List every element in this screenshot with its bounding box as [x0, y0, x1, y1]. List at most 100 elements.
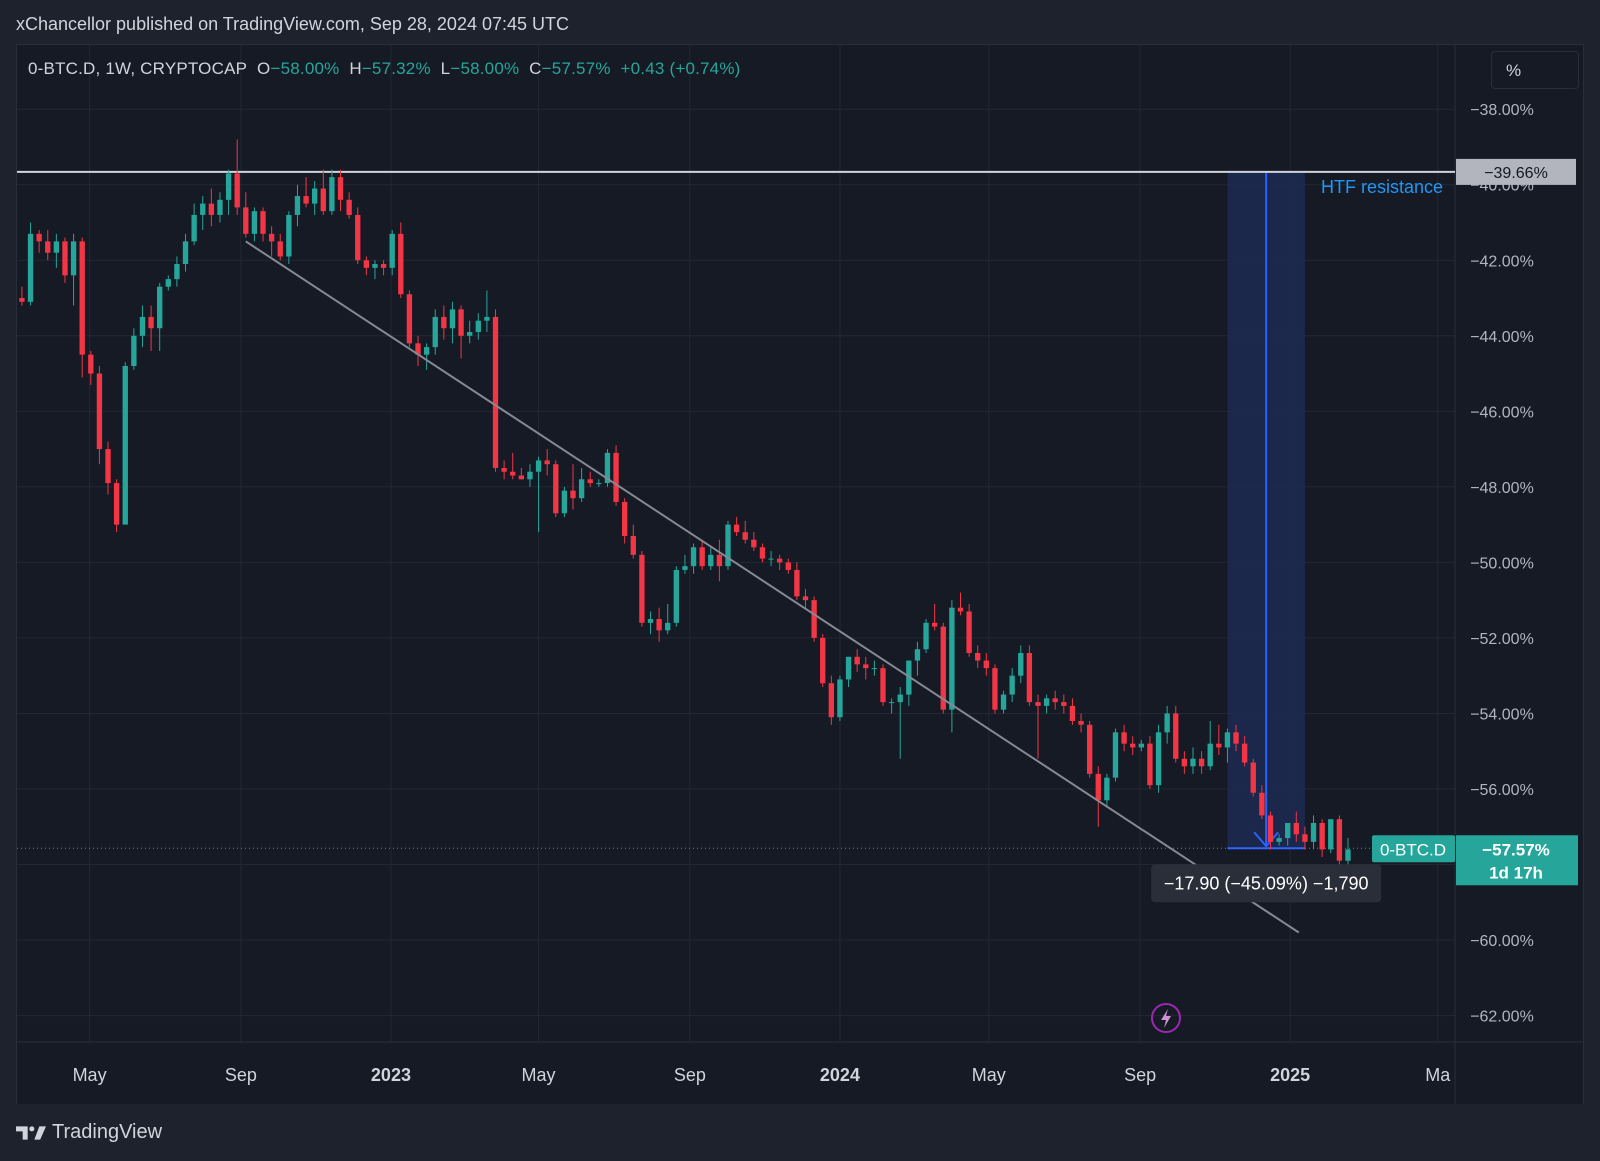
candle — [647, 611, 654, 635]
candle-body — [1018, 653, 1024, 676]
candle-body — [1216, 743, 1222, 748]
legend-open-label: O — [257, 59, 271, 78]
candle-body — [174, 264, 180, 280]
candle — [70, 233, 77, 306]
candle — [217, 192, 223, 223]
candle — [1216, 724, 1222, 755]
candle — [1276, 834, 1282, 846]
candle — [828, 675, 835, 725]
candle — [1285, 822, 1291, 846]
candle — [449, 301, 456, 344]
candle — [88, 350, 94, 385]
candle-body — [776, 558, 783, 563]
candle — [1267, 811, 1274, 850]
candle — [1086, 720, 1093, 778]
candle — [398, 222, 404, 299]
x-tick-label: 2025 — [1270, 1065, 1310, 1085]
candle — [182, 233, 189, 272]
candle — [871, 660, 878, 676]
measure-tooltip-text: −17.90 (−45.09%) −1,790 — [1164, 873, 1369, 893]
candle-body — [1078, 720, 1084, 725]
x-tick-label: Sep — [674, 1065, 706, 1085]
candle — [785, 558, 791, 574]
candle — [380, 260, 387, 276]
candle — [544, 449, 550, 476]
candle-body — [96, 373, 103, 450]
candle-body — [975, 653, 981, 661]
candle-body — [337, 177, 344, 200]
candle — [389, 230, 395, 276]
candle — [923, 619, 929, 654]
candle-body — [1310, 822, 1317, 842]
candle — [673, 566, 680, 627]
candle-body — [510, 471, 516, 476]
descending-trendline — [245, 240, 1300, 934]
candle-body — [1285, 822, 1291, 839]
candle-body — [785, 562, 791, 570]
candle — [260, 207, 266, 242]
candle — [570, 464, 576, 510]
candle-body — [88, 354, 94, 374]
percent-scale-button[interactable]: % — [1491, 51, 1579, 89]
candle-body — [578, 479, 585, 499]
candle-body — [484, 316, 490, 321]
tradingview-footer: TradingView — [16, 1121, 162, 1144]
candle — [113, 479, 120, 533]
candle-body — [131, 335, 137, 367]
y-tick-label: −44.00% — [1470, 329, 1534, 346]
candle — [1078, 713, 1084, 733]
candle — [897, 687, 903, 759]
candle — [363, 256, 370, 276]
candle — [458, 305, 464, 359]
candle-body — [716, 554, 723, 567]
candle — [174, 256, 180, 287]
candle-body — [286, 214, 292, 257]
candle — [751, 532, 757, 552]
candle-body — [768, 558, 774, 560]
candle — [96, 366, 103, 465]
candle-body — [458, 309, 464, 336]
candle-body — [570, 490, 576, 499]
resistance-price-text: −39.66% — [1484, 165, 1548, 182]
candle-body — [45, 241, 51, 253]
candle-body — [535, 460, 542, 472]
candle — [975, 645, 981, 669]
candle — [708, 547, 714, 570]
candle — [312, 180, 318, 215]
candle — [768, 551, 774, 567]
candle — [1233, 724, 1239, 752]
candle-body — [665, 622, 671, 631]
candle-body — [1000, 694, 1007, 710]
candle-body — [1319, 822, 1325, 850]
candle — [492, 309, 499, 472]
candle-body — [79, 241, 85, 355]
candle-body — [1130, 743, 1136, 748]
candle — [587, 471, 593, 487]
candle-body — [820, 637, 826, 684]
candle — [62, 237, 68, 283]
candle — [983, 653, 989, 676]
candle — [1336, 815, 1343, 865]
candle-body — [725, 524, 731, 567]
candle-body — [157, 286, 163, 329]
candle — [665, 603, 671, 635]
candle — [1173, 705, 1179, 763]
candle-body — [518, 475, 525, 480]
candle-body — [527, 471, 533, 480]
candle-body — [1181, 758, 1188, 767]
candle — [837, 675, 843, 721]
candle — [1250, 758, 1256, 797]
candle-body — [863, 664, 869, 669]
candle-body — [1164, 713, 1170, 733]
legend-high-label: H — [349, 59, 362, 78]
candle — [510, 452, 516, 480]
candle-body — [449, 309, 456, 329]
last-price-tag — [1456, 835, 1578, 886]
candle — [1043, 694, 1050, 714]
candle — [234, 139, 240, 215]
candle — [1164, 705, 1170, 744]
candle-body — [613, 452, 619, 502]
resistance-price-tag — [1456, 158, 1576, 185]
candle — [191, 203, 197, 246]
